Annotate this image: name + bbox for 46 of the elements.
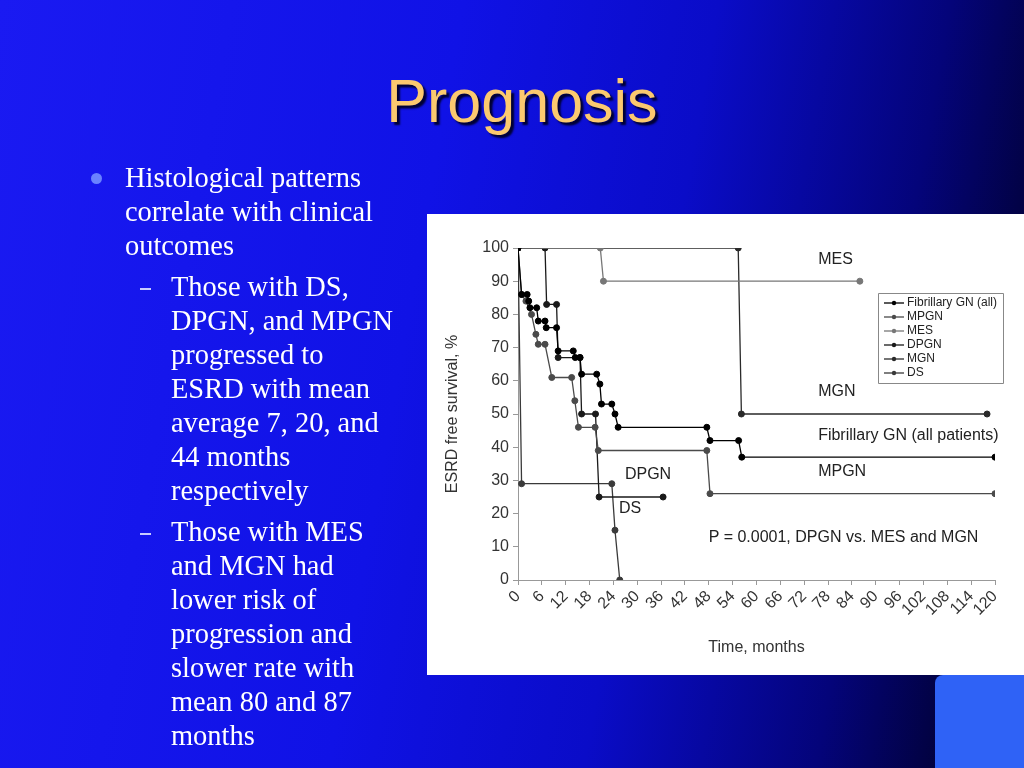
- y-tick-label: 10: [491, 537, 510, 555]
- y-tick-label: 50: [491, 404, 510, 422]
- legend-label: MPGN: [907, 309, 943, 324]
- legend-label: Fibrillary GN (all): [907, 295, 997, 310]
- legend-label: DPGN: [907, 337, 942, 352]
- legend-label: DS: [907, 365, 924, 380]
- text: Those with MES and MGN had lower risk of progression and slower rate with mean 80 and 87 months: [171, 515, 365, 753]
- x-tick-label: 12: [546, 586, 572, 612]
- y-tick-label: 100: [482, 238, 510, 256]
- x-tick-label: 0: [504, 586, 524, 606]
- x-tick-label: 90: [856, 586, 882, 612]
- y-axis-title: ESRD free survival, %: [443, 334, 461, 494]
- annotation: MGN: [818, 382, 856, 400]
- annotation: MES: [818, 249, 853, 267]
- y-tick-label: 20: [491, 504, 510, 522]
- text: Histological patterns correlate with clinical outcomes: [125, 161, 374, 263]
- x-axis-title: Time, months: [708, 637, 805, 655]
- annotation: DPGN: [624, 465, 672, 483]
- annotation: Fibrillary GN (all patients): [818, 425, 999, 443]
- x-tick-label: 78: [808, 586, 834, 612]
- y-tick-label: 40: [491, 437, 510, 455]
- y-tick-label: 70: [491, 338, 510, 356]
- y-tick-label: 0: [500, 570, 510, 588]
- annotation: MPGN: [818, 462, 867, 480]
- x-tick-label: 18: [570, 586, 595, 612]
- chart-title: Prognosis: [385, 66, 659, 136]
- x-tick-label: 36: [641, 586, 667, 612]
- x-tick-label: 48: [689, 586, 715, 612]
- x-tick-label: 24: [594, 586, 619, 612]
- x-tick-label: 66: [760, 586, 786, 612]
- annotation: DS: [618, 498, 642, 516]
- y-tick-label: 30: [491, 470, 510, 488]
- y-tick-label: 90: [491, 271, 510, 289]
- x-tick-label: 60: [737, 586, 762, 612]
- legend-label: MES: [907, 323, 934, 338]
- x-tick-label: 42: [665, 586, 691, 612]
- y-tick-label: 80: [491, 304, 510, 322]
- x-tick-label: 30: [617, 586, 643, 612]
- text: Those with DS, DPGN, and MPGN progressed to ESRD with mean average 7, 20, and 44 months respectively: [171, 270, 394, 508]
- y-tick-label: 60: [491, 371, 510, 389]
- annotation: P = 0.0001, DPGN vs. MES and MGN: [708, 528, 979, 546]
- x-tick-label: 72: [784, 586, 810, 612]
- x-tick-label: 84: [832, 586, 858, 612]
- x-tick-label: 6: [528, 586, 548, 606]
- x-tick-label: 54: [713, 586, 738, 612]
- legend-label: MGN: [907, 351, 935, 366]
